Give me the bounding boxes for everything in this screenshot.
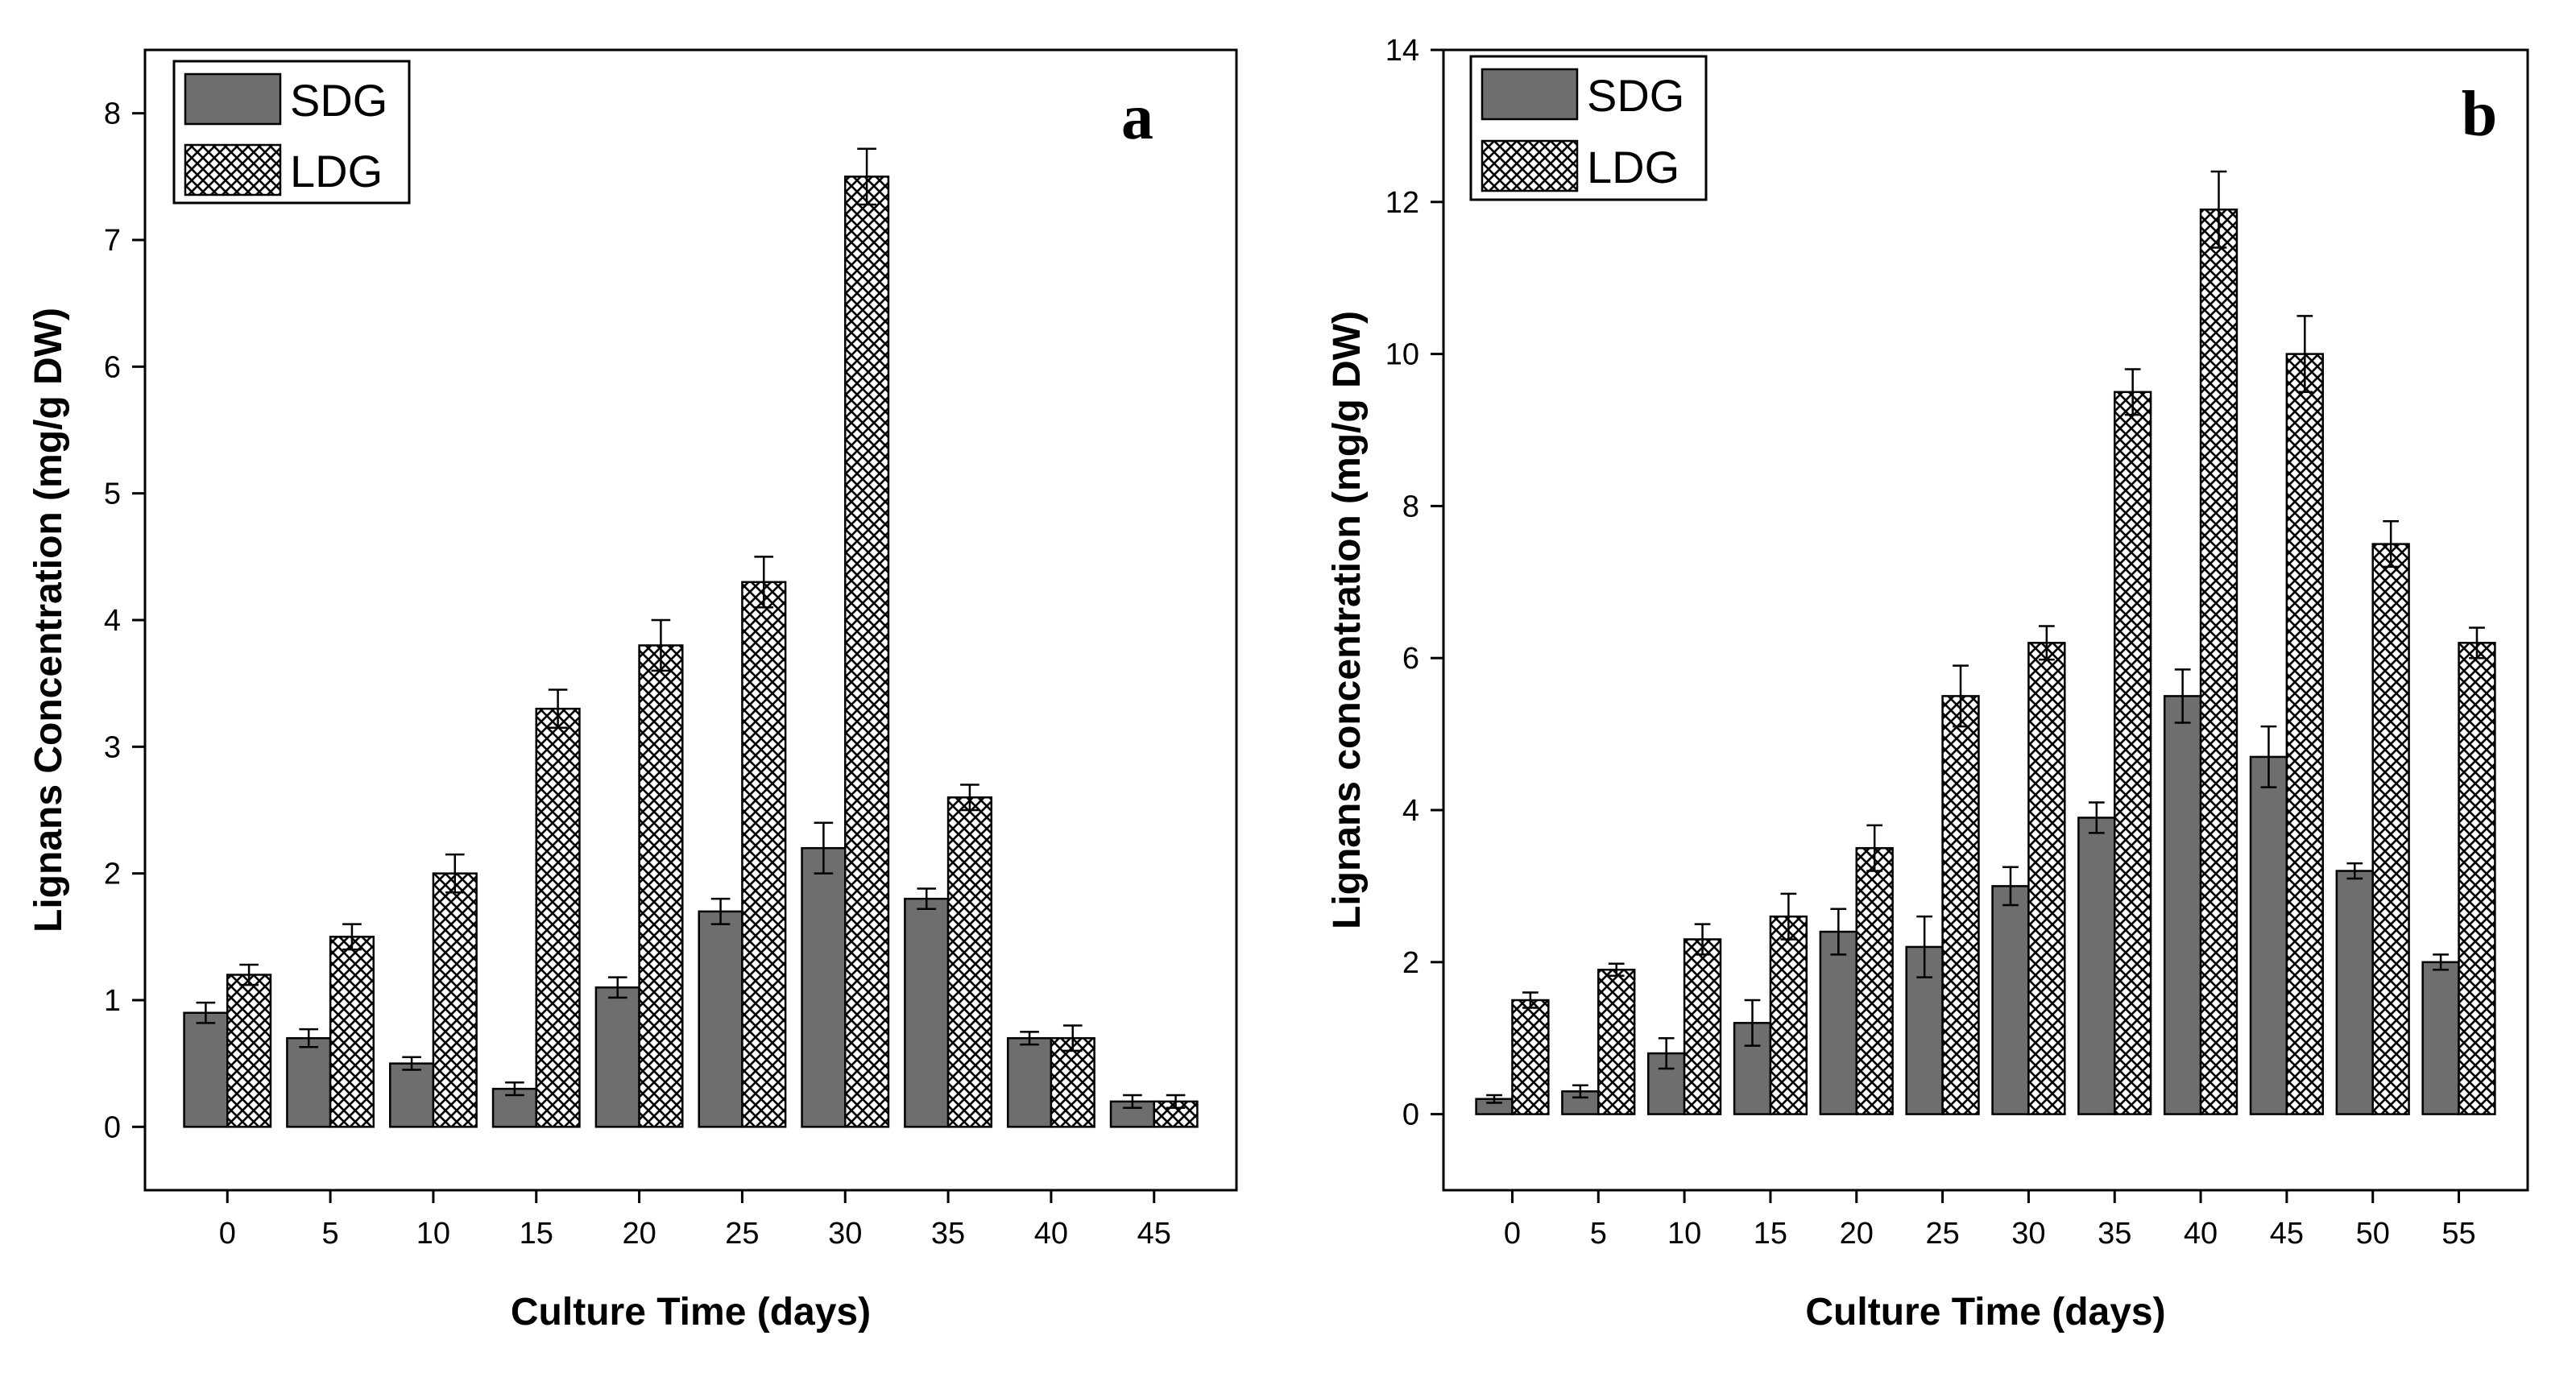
ldg-bar bbox=[329, 936, 375, 1128]
sdg-bar bbox=[2335, 870, 2374, 1115]
y-tick-label: 3 bbox=[104, 730, 121, 764]
x-tick-label: 25 bbox=[725, 1217, 759, 1251]
x-tick-label: 45 bbox=[1137, 1217, 1171, 1251]
sdg-bar bbox=[1991, 885, 2030, 1115]
ldg-bar bbox=[946, 796, 993, 1128]
x-axis-title: Culture Time (days) bbox=[1805, 1291, 2165, 1334]
ldg-bar bbox=[535, 707, 581, 1128]
x-tick-label: 50 bbox=[2356, 1217, 2390, 1251]
y-axis-title: Lignans Concentration (mg/g DW) bbox=[27, 308, 70, 932]
sdg-bar bbox=[698, 910, 743, 1128]
y-tick-label: 7 bbox=[104, 224, 121, 258]
sdg-bar bbox=[2421, 961, 2460, 1115]
legend-label-ldg: LDG bbox=[290, 146, 383, 196]
ldg-bar bbox=[638, 644, 684, 1128]
y-tick-label: 10 bbox=[1385, 338, 1419, 372]
legend-label-ldg: LDG bbox=[1587, 142, 1679, 192]
ldg-bar bbox=[2113, 391, 2152, 1115]
legend-swatch-ldg bbox=[184, 143, 282, 196]
x-tick-label: 10 bbox=[416, 1217, 450, 1251]
y-tick-label: 12 bbox=[1385, 186, 1419, 220]
sdg-bar bbox=[2249, 755, 2288, 1115]
sdg-bar bbox=[1819, 930, 1858, 1115]
x-tick-label: 55 bbox=[2441, 1217, 2475, 1251]
sdg-bar bbox=[1006, 1036, 1053, 1128]
x-tick-label: 25 bbox=[1925, 1217, 1959, 1251]
ldg-bar bbox=[2199, 208, 2238, 1115]
y-tick-label: 0 bbox=[1402, 1098, 1419, 1132]
panel-label: a bbox=[1121, 82, 1153, 153]
legend-label-sdg: SDG bbox=[1587, 70, 1684, 121]
y-tick-label: 2 bbox=[104, 858, 121, 891]
x-tick-label: 40 bbox=[2184, 1217, 2218, 1251]
sdg-bar bbox=[286, 1036, 332, 1128]
y-tick-label: 2 bbox=[1402, 946, 1419, 980]
ldg-bar bbox=[1597, 968, 1636, 1115]
chart-panel-b: 0 2 4 6 8 10 12 14 0 5 10 15 20 25 30 35 40 45 50 55 Culture… bbox=[1326, 34, 2529, 1334]
x-axis-title: Culture Time (days) bbox=[511, 1291, 871, 1334]
ldg-bar bbox=[2371, 543, 2410, 1115]
x-tick-label: 30 bbox=[2011, 1217, 2045, 1251]
panel-label: b bbox=[2462, 79, 2498, 150]
x-tick-label: 35 bbox=[931, 1217, 965, 1251]
ldg-bar bbox=[741, 581, 787, 1128]
sdg-bar bbox=[594, 986, 640, 1128]
x-tick-label: 5 bbox=[1590, 1217, 1607, 1251]
y-tick-label: 4 bbox=[1402, 794, 1419, 828]
sdg-bar bbox=[904, 897, 950, 1128]
y-tick-label: 0 bbox=[104, 1110, 121, 1144]
ldg-bar bbox=[1511, 999, 1550, 1115]
x-tick-label: 35 bbox=[2098, 1217, 2131, 1251]
y-tick-label: 4 bbox=[104, 604, 121, 638]
plot-frame bbox=[1442, 48, 2529, 1192]
y-tick-label: 1 bbox=[104, 984, 121, 1018]
x-tick-label: 20 bbox=[1840, 1217, 1874, 1251]
y-tick-label: 14 bbox=[1385, 34, 1419, 68]
ldg-bar bbox=[2285, 353, 2325, 1115]
x-tick-label: 10 bbox=[1667, 1217, 1701, 1251]
x-tick-label: 5 bbox=[322, 1217, 339, 1251]
x-tick-label: 30 bbox=[828, 1217, 862, 1251]
sdg-bar bbox=[2077, 817, 2116, 1115]
sdg-bar bbox=[2163, 695, 2202, 1115]
x-tick-label: 0 bbox=[219, 1217, 236, 1251]
ldg-bar bbox=[843, 176, 890, 1128]
y-tick-label: 5 bbox=[104, 478, 121, 511]
x-tick-label: 0 bbox=[1504, 1217, 1521, 1251]
ldg-bar bbox=[1769, 915, 1808, 1115]
y-tick-label: 6 bbox=[1402, 642, 1419, 676]
x-tick-label: 20 bbox=[622, 1217, 656, 1251]
y-tick-label: 8 bbox=[1402, 490, 1419, 523]
legend-label-sdg: SDG bbox=[290, 75, 387, 126]
plot-frame bbox=[143, 48, 1238, 1192]
ldg-bar bbox=[1683, 938, 1722, 1115]
x-tick-label: 15 bbox=[520, 1217, 553, 1251]
x-tick-label: 15 bbox=[1754, 1217, 1787, 1251]
ldg-bar bbox=[432, 872, 478, 1128]
y-axis-title: Lignans concentration (mg/g DW) bbox=[1326, 311, 1369, 929]
legend-swatch-ldg bbox=[1481, 139, 1579, 192]
y-tick-label: 8 bbox=[104, 97, 121, 131]
x-tick-label: 40 bbox=[1034, 1217, 1068, 1251]
legend-swatch-sdg bbox=[1481, 68, 1579, 121]
ldg-bar bbox=[1941, 695, 1980, 1115]
y-tick-label: 6 bbox=[104, 350, 121, 384]
sdg-bar bbox=[183, 1011, 229, 1128]
ldg-bar bbox=[2027, 642, 2066, 1115]
legend-swatch-sdg bbox=[184, 72, 282, 126]
sdg-bar bbox=[801, 846, 847, 1128]
ldg-bar bbox=[226, 974, 272, 1128]
ldg-bar bbox=[1855, 846, 1894, 1115]
sdg-bar bbox=[388, 1062, 435, 1128]
x-tick-label: 45 bbox=[2270, 1217, 2304, 1251]
ldg-bar bbox=[2458, 642, 2496, 1115]
